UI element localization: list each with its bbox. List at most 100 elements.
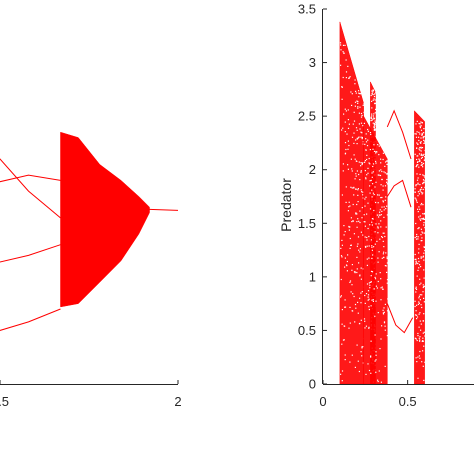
right-texture-dot — [422, 137, 424, 139]
right-texture-dot — [345, 71, 348, 73]
right-texture-dot — [341, 370, 344, 372]
right-texture-dot — [360, 189, 362, 191]
right-texture-dot — [371, 176, 373, 178]
right-texture-dot — [354, 366, 356, 368]
right-texture-dot — [421, 122, 423, 124]
right-texture-dot — [368, 326, 370, 328]
right-texture-dot — [344, 325, 346, 327]
right-texture-dot — [420, 234, 422, 236]
right-texture-dot — [420, 329, 422, 331]
right-texture-dot — [362, 141, 364, 143]
right-texture-dot — [419, 146, 421, 149]
right-texture-dot — [414, 258, 416, 260]
right-texture-dot — [419, 190, 421, 192]
right-texture-dot — [421, 294, 423, 296]
right-texture-dot — [417, 183, 419, 185]
right-texture-dot — [423, 218, 426, 220]
right-texture-dot — [386, 163, 388, 165]
right-texture-dot — [347, 164, 349, 166]
right-texture-dot — [355, 307, 357, 309]
right-texture-dot — [342, 170, 344, 172]
right-texture-dot — [422, 291, 424, 293]
right-texture-dot — [368, 327, 370, 329]
right-texture-dot — [418, 295, 420, 297]
right-texture-dot — [423, 269, 425, 271]
right-texture-dot — [359, 274, 361, 276]
right-texture-dot — [417, 303, 419, 305]
right-texture-dot — [419, 123, 421, 125]
right-texture-dot — [341, 256, 343, 258]
right-texture-dot — [357, 102, 359, 104]
right-texture-dot — [381, 178, 383, 181]
right-texture-dot — [421, 186, 423, 189]
right-texture-dot — [421, 361, 423, 363]
right-texture-dot — [414, 253, 416, 256]
right-texture-dot — [369, 149, 371, 151]
right-texture-dot — [351, 284, 353, 286]
right-texture-dot — [416, 318, 418, 320]
right-texture-dot — [385, 208, 387, 210]
right-texture-dot — [347, 168, 349, 170]
right-texture-dot — [385, 226, 387, 228]
right-texture-dot — [362, 191, 364, 193]
right-texture-dot — [360, 93, 362, 95]
right-texture-dot — [419, 264, 421, 266]
right-texture-dot — [415, 166, 417, 168]
right-texture-dot — [358, 220, 360, 222]
right-texture-dot — [386, 181, 388, 183]
right-texture-dot — [359, 275, 361, 277]
right-texture-dot — [383, 171, 385, 173]
right-texture-dot — [349, 306, 351, 308]
left-x-tick-label: 2 — [174, 394, 181, 409]
right-texture-dot — [359, 248, 361, 250]
right-texture-dot — [373, 117, 375, 119]
right-texture-dot — [360, 122, 363, 124]
right-texture-dot — [364, 198, 366, 200]
right-texture-dot — [366, 236, 368, 239]
right-texture-dot — [419, 125, 421, 127]
right-texture-dot — [419, 141, 421, 144]
right-texture-dot — [423, 313, 425, 315]
right-texture-dot — [374, 231, 376, 233]
right-texture-dot — [378, 145, 380, 147]
right-texture-dot — [357, 218, 359, 220]
right-texture-dot — [375, 285, 377, 287]
right-texture-dot — [415, 338, 417, 340]
right-texture-dot — [352, 220, 354, 222]
right-texture-dot — [416, 275, 418, 277]
right-texture-dot — [351, 310, 353, 312]
right-texture-dot — [344, 44, 346, 46]
right-texture-dot — [362, 346, 364, 348]
right-texture-dot — [370, 270, 373, 272]
right-texture-dot — [359, 322, 361, 325]
right-texture-dot — [341, 86, 343, 88]
right-texture-dot — [420, 154, 422, 156]
right-texture-dot — [368, 282, 370, 284]
right-branch-series-3 — [386, 109, 412, 160]
right-texture-dot — [372, 99, 374, 101]
right-texture-dot — [415, 291, 417, 293]
right-texture-dot — [340, 296, 342, 298]
right-texture-dot — [382, 200, 384, 202]
right-texture-dot — [357, 312, 359, 314]
right-texture-dot — [357, 188, 359, 190]
right-texture-dot — [418, 252, 420, 254]
right-texture-dot — [422, 162, 425, 165]
right-texture-dot — [418, 166, 420, 168]
right-texture-dot — [424, 212, 426, 215]
left-branch-series-2 — [0, 244, 61, 263]
right-texture-dot — [374, 93, 376, 95]
right-texture-dot — [384, 235, 386, 238]
right-texture-dot — [420, 188, 422, 190]
right-y-tick-label: 0.5 — [298, 323, 316, 338]
right-texture-dot — [420, 150, 422, 152]
right-texture-dot — [369, 132, 372, 134]
right-texture-dot — [371, 224, 373, 226]
right-texture-dot — [362, 268, 364, 270]
right-texture-dot — [419, 160, 421, 162]
right-texture-dot — [341, 98, 343, 100]
right-texture-dot — [353, 194, 355, 196]
right-texture-dot — [373, 209, 375, 212]
right-texture-dot — [356, 256, 358, 258]
right-texture-dot — [364, 302, 366, 304]
